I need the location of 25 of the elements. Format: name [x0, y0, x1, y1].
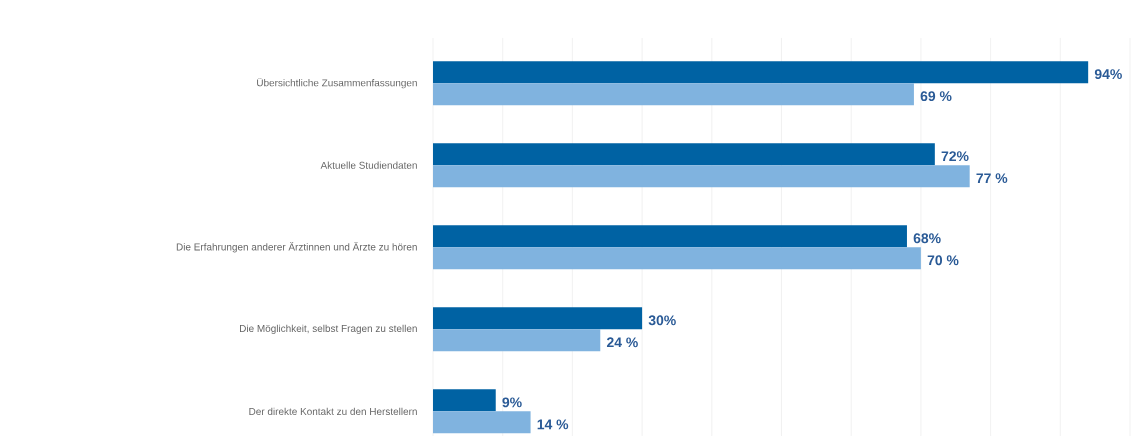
y-tick-label: Der direkte Kontakt zu den Herstellern [249, 407, 417, 416]
bar [433, 329, 601, 352]
data-label: 9% [502, 397, 522, 408]
data-label: 68% [913, 233, 941, 244]
y-tick-label: Aktuelle Studiendaten [320, 161, 417, 169]
y-tick-label: Übersichtliche Zusammenfassungen [257, 78, 417, 89]
bar [433, 165, 970, 188]
data-label: 14 % [537, 419, 569, 430]
bar [433, 307, 643, 330]
bar [433, 225, 907, 248]
y-tick-label: Die Erfahrungen anderer Ärztinnen und Ärzte zu hören [176, 242, 417, 253]
data-label: 70 % [927, 255, 959, 266]
y-tick-label: Die Möglichkeit, selbst Fragen zu stellen [240, 324, 417, 335]
data-label: 24 % [606, 337, 638, 348]
bar [433, 83, 914, 106]
bar [433, 389, 496, 412]
data-label: 94% [1094, 69, 1122, 80]
bar [433, 247, 921, 270]
bar [433, 411, 531, 434]
data-label: 30% [648, 315, 676, 326]
bar [433, 143, 935, 166]
bar [433, 61, 1089, 84]
data-label: 72% [941, 151, 969, 162]
data-label: 69 % [920, 91, 952, 102]
data-label: 77 % [976, 173, 1008, 184]
